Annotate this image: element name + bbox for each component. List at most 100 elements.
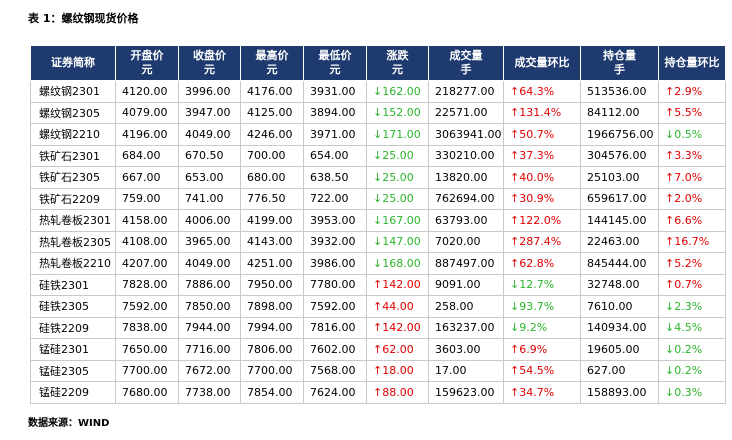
security-name: 硅铁2209 (30, 316, 116, 339)
table-row: 硅铁2305 7592.00 7850.00 7898.00 7592.00 ↑44.00… (30, 295, 726, 318)
header-name: 涨跌 (386, 49, 409, 62)
table-row: 热轧卷板2210 4207.00 4049.00 4251.00 3986.00 ↓168… (30, 252, 726, 275)
table-cell: ↑6.9% (503, 338, 581, 361)
table-cell: ↑0.7% (658, 273, 726, 296)
table-cell: ↓0.2% (658, 359, 726, 382)
table-cell: 159623.00 (428, 381, 504, 404)
table-cell: 304576.00 (580, 144, 659, 167)
table-cell: 7738.00 (178, 381, 241, 404)
table-cell: ↓25.00 (366, 144, 429, 167)
table-cell: 670.50 (178, 144, 241, 167)
table-cell: 638.50 (303, 166, 367, 189)
table-cell: 3996.00 (178, 80, 241, 103)
table-cell: ↑2.0% (658, 187, 726, 210)
table-cell: 25103.00 (580, 166, 659, 189)
header-row: 证券简称 开盘价元收盘价元最高价元最低价元涨跌元成交量手成交量环比 持仓量手持仓量环… (30, 45, 726, 81)
table-cell: ↑30.9% (503, 187, 581, 210)
table-cell: ↑62.00 (366, 338, 429, 361)
table-cell: ↓171.00 (366, 123, 429, 146)
table-cell: 4143.00 (240, 230, 304, 253)
header-name: 最低价 (318, 49, 352, 62)
header-name: 收盘价 (193, 49, 226, 62)
table-cell: ↑50.7% (503, 123, 581, 146)
table-cell: ↑142.00 (366, 316, 429, 339)
column-header: 最高价元 (240, 45, 304, 81)
table-cell: 158893.00 (580, 381, 659, 404)
table-row: 锰硅2301 7650.00 7716.00 7806.00 7602.00 ↑62.00… (30, 338, 726, 361)
table-cell: 19605.00 (580, 338, 659, 361)
table-cell: ↑2.9% (658, 80, 726, 103)
table-row: 锰硅2305 7700.00 7672.00 7700.00 7568.00 ↑18.00… (30, 359, 726, 382)
table-cell: 17.00 (428, 359, 504, 382)
table-cell: ↑34.7% (503, 381, 581, 404)
table-cell: ↓25.00 (366, 187, 429, 210)
header-unit: 手 (614, 63, 625, 76)
table-row: 螺纹钢2210 4196.00 4049.00 4246.00 3971.00 ↓171.… (30, 123, 726, 146)
table-body: 螺纹钢2301 4120.00 3996.00 4176.00 3931.00 ↓162.… (30, 80, 726, 404)
table-cell: ↑131.4% (503, 101, 581, 124)
table-cell: 3603.00 (428, 338, 504, 361)
table-cell: 7672.00 (178, 359, 241, 382)
table-row: 铁矿石2305 667.00 653.00 680.00 638.50 ↓25.00 138… (30, 166, 726, 189)
table-cell: 7854.00 (240, 381, 304, 404)
table-cell: 3932.00 (303, 230, 367, 253)
column-header: 涨跌元 (366, 45, 429, 81)
table-cell: 63793.00 (428, 209, 504, 232)
table-cell: 4196.00 (115, 123, 179, 146)
security-name: 螺纹钢2210 (30, 123, 116, 146)
table-cell: ↑6.6% (658, 209, 726, 232)
table-cell: 7886.00 (178, 273, 241, 296)
table-cell: 140934.00 (580, 316, 659, 339)
table-cell: 258.00 (428, 295, 504, 318)
table-cell: 4108.00 (115, 230, 179, 253)
table-cell: 4176.00 (240, 80, 304, 103)
table-cell: 680.00 (240, 166, 304, 189)
header-unit: 元 (392, 63, 403, 76)
table-cell: 7716.00 (178, 338, 241, 361)
table-cell: 32748.00 (580, 273, 659, 296)
table-cell: 7650.00 (115, 338, 179, 361)
table-cell: 218277.00 (428, 80, 504, 103)
table-cell: 3953.00 (303, 209, 367, 232)
table-cell: 627.00 (580, 359, 659, 382)
table-cell: 22571.00 (428, 101, 504, 124)
table-cell: 4049.00 (178, 123, 241, 146)
table-row: 螺纹钢2301 4120.00 3996.00 4176.00 3931.00 ↓162.… (30, 80, 726, 103)
column-header: 成交量手 (428, 45, 504, 81)
security-name: 热轧卷板2210 (30, 252, 116, 275)
table-cell: 4079.00 (115, 101, 179, 124)
table-cell: 163237.00 (428, 316, 504, 339)
security-name: 锰硅2209 (30, 381, 116, 404)
table-cell: 4006.00 (178, 209, 241, 232)
table-cell: 7680.00 (115, 381, 179, 404)
table-cell: 513536.00 (580, 80, 659, 103)
table-cell: ↓93.7% (503, 295, 581, 318)
table-cell: ↑5.2% (658, 252, 726, 275)
table-cell: 741.00 (178, 187, 241, 210)
table-cell: 659617.00 (580, 187, 659, 210)
table-cell: 4158.00 (115, 209, 179, 232)
column-header: 成交量环比 (503, 45, 581, 81)
table-cell: 22463.00 (580, 230, 659, 253)
header-name: 成交量环比 (514, 56, 570, 69)
table-cell: 3971.00 (303, 123, 367, 146)
table-cell: ↑287.4% (503, 230, 581, 253)
table-cell: 330210.00 (428, 144, 504, 167)
table-cell: ↑88.00 (366, 381, 429, 404)
security-name: 硅铁2305 (30, 295, 116, 318)
table-cell: ↓167.00 (366, 209, 429, 232)
table-cell: 653.00 (178, 166, 241, 189)
table-cell: ↓147.00 (366, 230, 429, 253)
table-cell: ↓25.00 (366, 166, 429, 189)
table-cell: 7950.00 (240, 273, 304, 296)
table-cell: 3947.00 (178, 101, 241, 124)
table-cell: 684.00 (115, 144, 179, 167)
table-cell: 3894.00 (303, 101, 367, 124)
table-cell: ↑7.0% (658, 166, 726, 189)
table-cell: 13820.00 (428, 166, 504, 189)
table-cell: 9091.00 (428, 273, 504, 296)
table-cell: ↑64.3% (503, 80, 581, 103)
table-cell: 667.00 (115, 166, 179, 189)
table-cell: 4199.00 (240, 209, 304, 232)
